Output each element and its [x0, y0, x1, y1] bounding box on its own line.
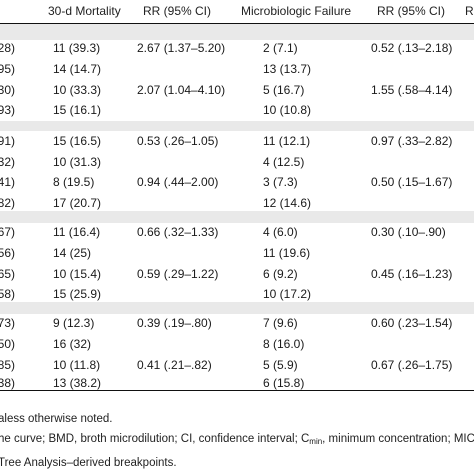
failure-cell: 6 (9.2): [263, 267, 298, 281]
group-band-2: [0, 121, 474, 131]
table-row: = 41) 8 (19.5) 0.94 (.44–2.00) 3 (7.3) 0…: [0, 171, 474, 193]
failure-cell: 4 (12.5): [263, 155, 305, 169]
footnote-line-1: aless otherwise noted.: [0, 413, 113, 425]
rr-failure-cell: 0.60 (.23–1.54): [371, 316, 453, 330]
failure-cell: 13 (13.7): [263, 62, 312, 76]
n-cell: 95): [0, 62, 15, 76]
rr-failure-cell: 0.45 (.16–1.23): [371, 267, 453, 281]
mortality-cell: 15 (25.9): [53, 287, 102, 301]
table-row: = 85) 10 (11.8) 0.41 (.21–.82) 5 (5.9) 0…: [0, 354, 474, 376]
table-row: 32) 10 (31.3) 4 (12.5): [0, 151, 474, 173]
footnote-line-2: he curve; BMD, broth microdilution; CI, …: [0, 432, 474, 449]
group-band-3: [0, 211, 474, 223]
group-band-4: [0, 302, 474, 314]
n-cell: 56): [0, 246, 15, 260]
table-row: = 30) 10 (33.3) 2.07 (1.04–4.10) 5 (16.7…: [0, 79, 474, 101]
table-row: = 38) 13 (38.2) 6 (15.8): [0, 372, 474, 394]
header-microbiologic-failure: Microbiologic Failure: [241, 4, 352, 18]
table-header-row: 30-d Mortality RR (95% CI) Microbiologic…: [0, 0, 474, 23]
n-cell: 28): [0, 41, 15, 55]
table-row: = 65) 10 (15.4) 0.59 (.29–1.22) 6 (9.2) …: [0, 263, 474, 285]
n-cell: = 30): [0, 83, 15, 97]
failure-cell: 4 (6.0): [263, 225, 298, 239]
rr-failure-cell: 0.67 (.26–1.75): [371, 358, 453, 372]
n-cell: 32): [0, 155, 15, 169]
n-cell: = 65): [0, 267, 15, 281]
mortality-cell: 10 (33.3): [53, 83, 102, 97]
rr-failure-cell: 0.50 (.15–1.67): [371, 175, 453, 189]
rr-failure-cell: 0.30 (.10–.90): [371, 225, 446, 239]
failure-cell: 5 (5.9): [263, 358, 298, 372]
table-row: 67) 11 (16.4) 0.66 (.32–1.33) 4 (6.0) 0.…: [0, 221, 474, 243]
failure-cell: 2 (7.1): [263, 41, 298, 55]
n-cell: = 41): [0, 175, 15, 189]
failure-cell: 10 (17.2): [263, 287, 312, 301]
mortality-cell: 14 (25): [53, 246, 92, 260]
mortality-cell: 11 (39.3): [53, 41, 101, 55]
table-row: 91) 15 (16.5) 0.53 (.26–1.05) 11 (12.1) …: [0, 130, 474, 152]
mortality-cell: 10 (31.3): [53, 155, 102, 169]
rr-failure-cell: 0.97 (.33–2.82): [371, 134, 453, 148]
table-row: 28) 11 (39.3) 2.67 (1.37–5.20) 2 (7.1) 0…: [0, 37, 474, 59]
table-row: 56) 14 (25) 11 (19.6): [0, 242, 474, 264]
table-bottom-rule: [0, 390, 474, 391]
failure-cell: 7 (9.6): [263, 316, 298, 330]
mortality-cell: 9 (12.3): [53, 316, 95, 330]
n-cell: = 85): [0, 358, 15, 372]
table-row: = 82) 17 (20.7) 12 (14.6): [0, 192, 474, 214]
table-row: = 58) 15 (25.9) 10 (17.2): [0, 283, 474, 305]
header-truncated-column: R: [465, 4, 474, 18]
rr-failure-cell: 0.52 (.13–2.18): [371, 41, 453, 55]
table-row: 95) 14 (14.7) 13 (13.7): [0, 58, 474, 80]
rr-mortality-cell: 0.39 (.19–.80): [137, 316, 212, 330]
rr-mortality-cell: 2.07 (1.04–4.10): [137, 83, 226, 97]
mortality-cell: 10 (15.4): [53, 267, 102, 281]
footnote-line-2-start: he curve; BMD, broth microdilution; CI, …: [0, 433, 310, 445]
rr-mortality-cell: 0.53 (.26–1.05): [137, 134, 219, 148]
mortality-cell: 11 (16.4): [53, 225, 101, 239]
failure-cell: 3 (7.3): [263, 175, 298, 189]
n-cell: 73): [0, 316, 15, 330]
failure-cell: 10 (10.8): [263, 103, 312, 117]
mortality-cell: 13 (38.2): [53, 376, 102, 390]
n-cell: 50): [0, 337, 15, 351]
failure-cell: 5 (16.7): [263, 83, 305, 97]
mortality-cell: 8 (19.5): [53, 175, 95, 189]
rr-mortality-cell: 0.59 (.29–1.22): [137, 267, 219, 281]
rr-failure-cell: 1.55 (.58–4.14): [371, 83, 453, 97]
n-cell: = 38): [0, 376, 15, 390]
footnote-line-3: Tree Analysis–derived breakpoints.: [0, 457, 177, 469]
mortality-cell: 15 (16.1): [53, 103, 102, 117]
table-row: = 93) 15 (16.1) 10 (10.8): [0, 99, 474, 121]
failure-cell: 11 (19.6): [263, 246, 311, 260]
n-cell: 91): [0, 134, 15, 148]
failure-cell: 8 (16.0): [263, 337, 305, 351]
rr-mortality-cell: 0.41 (.21–.82): [137, 358, 212, 372]
mortality-cell: 14 (14.7): [53, 62, 102, 76]
n-cell: = 93): [0, 103, 15, 117]
mortality-cell: 17 (20.7): [53, 196, 102, 210]
mortality-cell: 16 (32): [53, 337, 92, 351]
mortality-cell: 10 (11.8): [53, 358, 101, 372]
n-cell: = 82): [0, 196, 15, 210]
failure-cell: 6 (15.8): [263, 376, 305, 390]
header-rr-mortality: RR (95% CI): [143, 4, 212, 18]
rr-mortality-cell: 2.67 (1.37–5.20): [137, 41, 226, 55]
n-cell: 67): [0, 225, 15, 239]
footnote-line-2-end: , minimum concentration; MIC, m: [322, 433, 474, 445]
group-band-1: [0, 24, 474, 40]
n-cell: = 58): [0, 287, 15, 301]
header-rr-failure: RR (95% CI): [377, 4, 446, 18]
header-30d-mortality: 30-d Mortality: [48, 4, 121, 18]
table-row: 73) 9 (12.3) 0.39 (.19–.80) 7 (9.6) 0.60…: [0, 312, 474, 334]
mortality-cell: 15 (16.5): [53, 134, 102, 148]
footnote-line-2-subscript: min: [309, 437, 323, 446]
failure-cell: 12 (14.6): [263, 196, 312, 210]
failure-cell: 11 (12.1): [263, 134, 311, 148]
rr-mortality-cell: 0.94 (.44–2.00): [137, 175, 219, 189]
header-rule: [0, 23, 474, 24]
rr-mortality-cell: 0.66 (.32–1.33): [137, 225, 219, 239]
table-row: 50) 16 (32) 8 (16.0): [0, 333, 474, 355]
